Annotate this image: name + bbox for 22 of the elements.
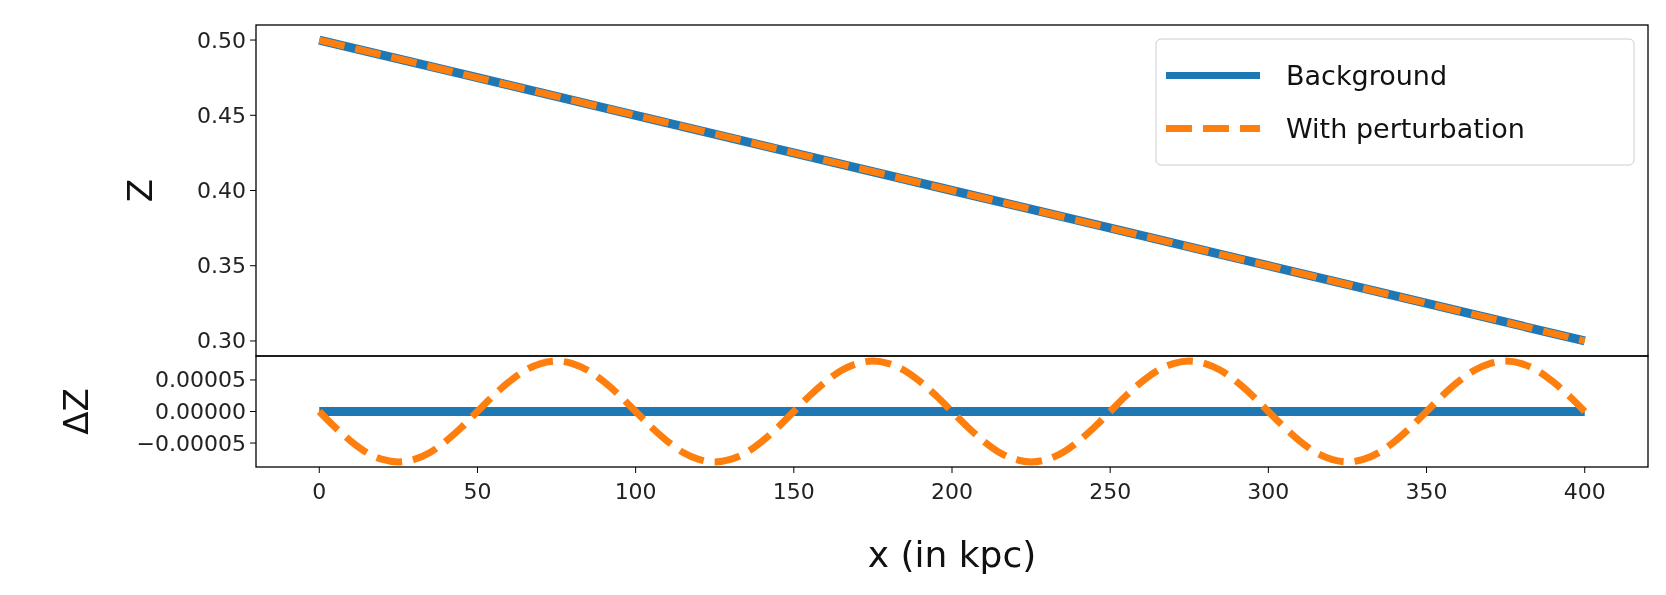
x-tick-label: 50 xyxy=(463,479,492,504)
x-axis-title: x (in kpc) xyxy=(867,534,1037,575)
y-tick-label: 0.50 xyxy=(197,27,246,53)
y-tick-label: 0.00000 xyxy=(155,399,246,424)
x-tick-label: 350 xyxy=(1405,479,1448,504)
x-tick-label: 0 xyxy=(312,479,327,504)
y-tick-label: 0.30 xyxy=(197,328,246,354)
x-tick-label: 150 xyxy=(772,479,815,504)
y-tick-label: 0.00005 xyxy=(155,367,246,393)
y-tick-label: 0.45 xyxy=(197,102,246,128)
y-axis-title: ΔZ xyxy=(56,388,96,435)
x-tick-label: 400 xyxy=(1563,479,1606,504)
y-tick-label: −0.00005 xyxy=(136,430,246,456)
x-tick-label: 200 xyxy=(931,479,973,504)
y-axis-title: Z xyxy=(120,178,160,203)
x-tick-label: 100 xyxy=(614,479,657,504)
x-tick-label: 300 xyxy=(1247,479,1290,504)
x-tick-label: 250 xyxy=(1089,479,1132,504)
legend-label: Background xyxy=(1286,60,1448,91)
y-tick-label: 0.40 xyxy=(197,178,246,203)
legend-label: With perturbation xyxy=(1286,113,1525,144)
y-tick-label: 0.35 xyxy=(197,253,246,279)
